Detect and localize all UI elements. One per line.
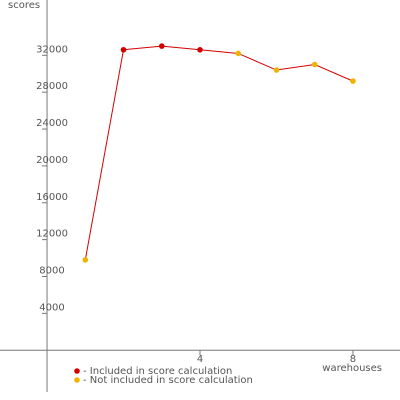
legend-label: - Not included in score calculation [83, 375, 253, 386]
y-tick-label: 12000 [36, 229, 68, 240]
legend-marker [74, 368, 80, 374]
point [197, 46, 203, 53]
y-tick-label: 8000 [39, 265, 64, 276]
x-axis-label: warehouses [322, 363, 382, 374]
legend-marker [74, 377, 80, 383]
y-tick-label: 24000 [36, 118, 68, 129]
point [273, 67, 280, 73]
point [158, 43, 165, 49]
y-tick-label: 32000 [36, 44, 68, 55]
line [84, 45, 354, 260]
y-tick-label: 20000 [36, 155, 68, 166]
y-tick-label: 28000 [36, 81, 68, 92]
y-tick-label: 4000 [39, 302, 64, 313]
x-tick-label: 8 [350, 354, 356, 365]
point [311, 61, 318, 68]
x-tick-label: 4 [197, 354, 203, 365]
legend-label: - Included in score calculation [83, 366, 232, 377]
point [120, 46, 127, 53]
y-tick-label: 16000 [36, 192, 68, 203]
y-axis-label: scores [8, 0, 40, 11]
point [350, 78, 356, 84]
point [82, 257, 89, 263]
point [235, 50, 242, 57]
